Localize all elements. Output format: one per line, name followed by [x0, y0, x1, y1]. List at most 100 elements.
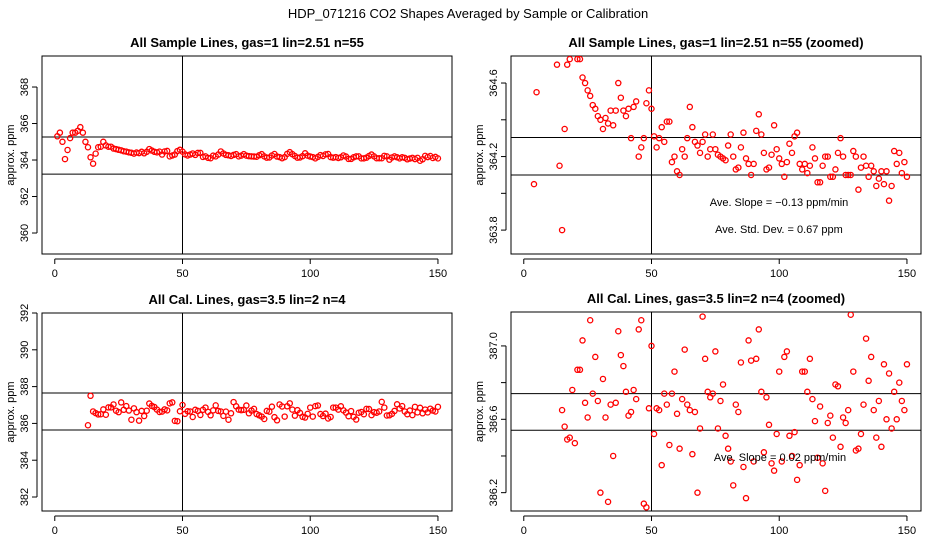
- panel-2: All Sample Lines, gas=1 lin=2.51 n=55 (z…: [474, 35, 922, 280]
- data-point: [768, 151, 775, 158]
- x-tick-label: 50: [645, 525, 657, 537]
- data-point: [584, 414, 591, 421]
- data-point: [775, 368, 783, 375]
- data-point: [597, 489, 604, 496]
- data-point: [584, 87, 591, 94]
- data-point: [586, 92, 594, 100]
- data-point: [678, 395, 686, 403]
- x-tick-label: 150: [898, 268, 916, 280]
- data-point: [635, 153, 642, 160]
- data-point: [579, 74, 586, 81]
- data-point: [222, 408, 230, 415]
- data-point: [844, 171, 852, 179]
- data-point: [885, 197, 893, 204]
- data-point: [666, 118, 673, 125]
- data-point: [890, 147, 898, 155]
- data-point: [694, 489, 701, 496]
- data-point: [896, 149, 903, 157]
- data-point: [678, 145, 686, 153]
- y-tick-label: 382: [19, 488, 31, 506]
- data-point: [709, 131, 717, 138]
- data-point: [676, 445, 683, 452]
- data-point: [391, 407, 398, 415]
- data-point: [215, 407, 222, 415]
- data-point: [286, 400, 294, 407]
- data-point: [115, 408, 122, 416]
- data-point: [661, 390, 668, 397]
- data-point: [819, 460, 826, 467]
- data-point: [747, 357, 755, 364]
- data-point: [117, 399, 125, 406]
- data-point: [589, 390, 596, 397]
- data-point: [579, 337, 586, 344]
- data-point: [327, 413, 334, 421]
- data-point: [125, 407, 133, 414]
- data-point: [668, 158, 676, 166]
- data-point: [745, 160, 752, 168]
- data-point: [84, 421, 92, 429]
- data-point: [352, 416, 360, 423]
- data-point: [791, 428, 798, 436]
- data-point: [758, 131, 765, 138]
- data-point: [140, 412, 148, 420]
- data-point: [689, 450, 696, 458]
- data-point: [238, 406, 245, 414]
- data-point: [194, 149, 202, 157]
- data-point: [893, 416, 900, 423]
- data-point: [365, 405, 373, 413]
- data-point: [561, 423, 568, 430]
- data-point: [885, 370, 893, 377]
- data-point: [896, 379, 903, 386]
- data-point: [696, 149, 704, 157]
- data-point: [609, 122, 617, 129]
- data-point: [599, 125, 607, 133]
- data-point: [599, 375, 607, 383]
- data-point: [850, 147, 857, 155]
- data-point: [602, 114, 609, 122]
- data-point: [773, 430, 780, 438]
- plot-frame: [41, 312, 453, 512]
- x-tick-label: 150: [429, 268, 447, 280]
- data-point: [842, 419, 849, 427]
- panel-title: All Sample Lines, gas=1 lin=2.51 n=55 (z…: [568, 35, 863, 50]
- data-point: [176, 408, 184, 415]
- data-point: [347, 407, 355, 415]
- data-point: [775, 155, 783, 162]
- data-point: [729, 482, 737, 489]
- data-point: [735, 164, 742, 171]
- data-point: [719, 381, 727, 388]
- data-point: [691, 408, 699, 416]
- data-point: [867, 162, 875, 170]
- y-tick-label: 368: [19, 78, 31, 96]
- data-point: [128, 416, 135, 423]
- data-point: [839, 414, 847, 421]
- data-point: [852, 153, 860, 160]
- data-point: [250, 405, 258, 413]
- data-point: [862, 162, 870, 170]
- data-point: [655, 406, 663, 414]
- data-point: [880, 180, 888, 188]
- data-point: [878, 168, 885, 175]
- data-point: [607, 401, 614, 408]
- data-point: [604, 120, 612, 127]
- data-point: [857, 164, 865, 171]
- data-point: [645, 87, 653, 94]
- data-point: [699, 313, 706, 320]
- data-point: [566, 56, 574, 63]
- data-point: [102, 411, 110, 419]
- data-point: [760, 149, 768, 157]
- data-point: [143, 407, 150, 414]
- data-point: [898, 169, 906, 177]
- panel-title: All Sample Lines, gas=1 lin=2.51 n=55: [130, 35, 364, 50]
- data-point: [94, 143, 102, 151]
- data-point: [655, 134, 663, 142]
- data-point: [875, 175, 883, 182]
- data-point: [204, 154, 212, 162]
- x-tick-label: 0: [52, 268, 58, 280]
- data-point: [786, 140, 793, 147]
- y-tick-label: 387.0: [488, 332, 500, 360]
- x-tick-label: 100: [770, 268, 788, 280]
- data-point: [643, 504, 650, 511]
- data-point: [612, 107, 619, 114]
